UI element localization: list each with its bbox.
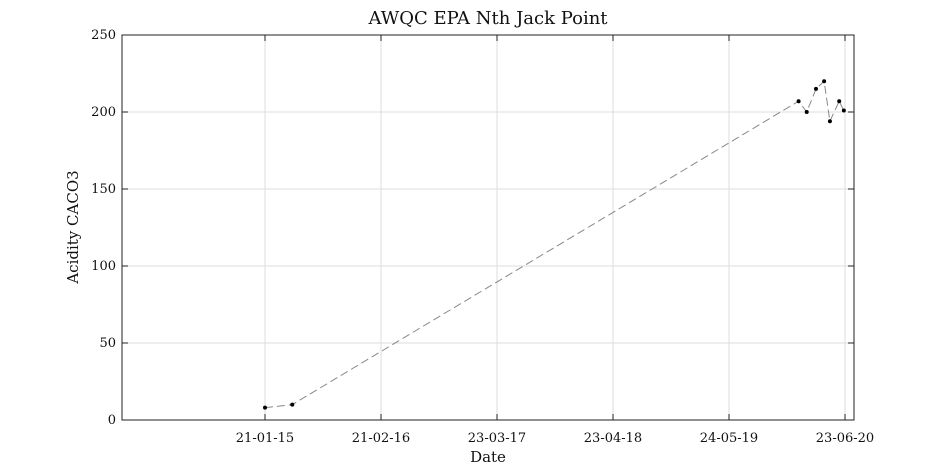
data-point bbox=[290, 402, 295, 407]
tick-layer: 0 50 100 150 200 250 21-01-15 21-02-16 23-03-17 2… bbox=[91, 28, 874, 446]
data-point bbox=[837, 99, 842, 104]
data-point bbox=[814, 86, 818, 91]
data-point bbox=[804, 110, 809, 114]
y-tick-label: 250 bbox=[91, 28, 116, 43]
data-point bbox=[796, 99, 801, 104]
x-axis-label: Date bbox=[470, 448, 506, 466]
data-point bbox=[263, 405, 267, 410]
series-layer bbox=[263, 79, 846, 410]
x-tick-label: 23-06-20 bbox=[816, 431, 874, 446]
y-tick-label: 0 bbox=[108, 413, 116, 428]
x-tick-label: 24-05-19 bbox=[700, 431, 758, 446]
y-tick-label: 200 bbox=[91, 105, 116, 120]
y-tick-label: 100 bbox=[91, 259, 116, 274]
series-line bbox=[264, 80, 845, 409]
plot-frame bbox=[121, 34, 855, 421]
x-tick-label: 23-04-18 bbox=[584, 431, 642, 446]
grid-layer bbox=[122, 35, 854, 420]
x-tick-label: 21-02-16 bbox=[352, 431, 410, 446]
y-axis-label: Acidity CACO3 bbox=[64, 170, 82, 284]
data-point bbox=[822, 79, 827, 84]
data-point bbox=[827, 119, 832, 124]
x-tick-label: 21-01-15 bbox=[236, 431, 294, 446]
y-tick-label: 150 bbox=[91, 182, 116, 197]
data-point bbox=[841, 108, 846, 113]
y-tick-label: 50 bbox=[99, 336, 116, 351]
chart-title: AWQC EPA Nth Jack Point bbox=[367, 8, 608, 29]
x-tick-label: 23-03-17 bbox=[468, 431, 526, 446]
